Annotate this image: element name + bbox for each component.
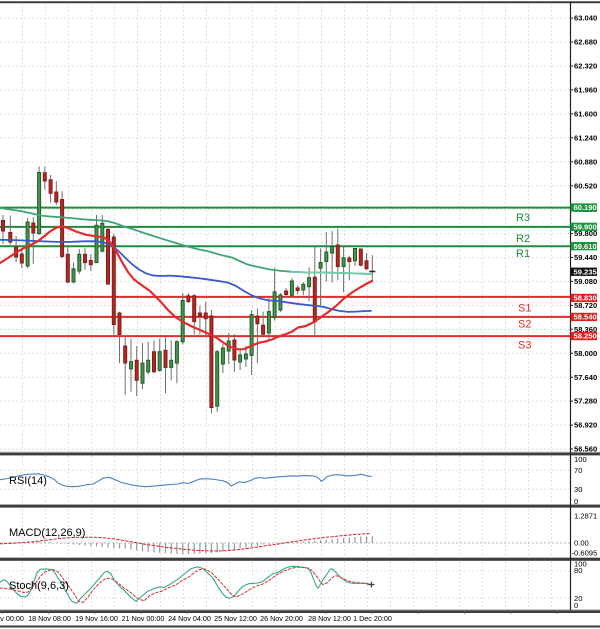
svg-text:100: 100 bbox=[574, 455, 587, 464]
svg-text:1 Dec 20:00: 1 Dec 20:00 bbox=[353, 614, 392, 623]
svg-text:R1: R1 bbox=[516, 248, 530, 260]
svg-text:59.610: 59.610 bbox=[574, 242, 597, 251]
svg-text:59.235: 59.235 bbox=[574, 267, 598, 276]
svg-text:58.250: 58.250 bbox=[574, 332, 597, 341]
svg-text:59.900: 59.900 bbox=[574, 223, 597, 232]
svg-text:30: 30 bbox=[574, 485, 582, 494]
svg-text:63.040: 63.040 bbox=[574, 14, 597, 23]
svg-text:60.520: 60.520 bbox=[574, 181, 597, 190]
svg-text:20: 20 bbox=[574, 594, 582, 603]
svg-text:61.960: 61.960 bbox=[574, 86, 597, 95]
svg-text:59.440: 59.440 bbox=[574, 253, 597, 262]
svg-text:S3: S3 bbox=[518, 340, 531, 352]
svg-text:56.560: 56.560 bbox=[574, 445, 597, 454]
svg-text:61.600: 61.600 bbox=[574, 110, 597, 119]
svg-text:1.2871: 1.2871 bbox=[574, 512, 597, 521]
svg-text:56.920: 56.920 bbox=[574, 421, 597, 430]
svg-text:MACD(12,26,9): MACD(12,26,9) bbox=[9, 527, 85, 539]
svg-text:18 Nov 08:00: 18 Nov 08:00 bbox=[28, 614, 71, 623]
svg-text:62.320: 62.320 bbox=[574, 62, 597, 71]
svg-text:60.190: 60.190 bbox=[574, 203, 597, 212]
svg-text:0.00: 0.00 bbox=[574, 539, 589, 548]
svg-text:0: 0 bbox=[574, 601, 578, 610]
svg-text:26 Nov 20:00: 26 Nov 20:00 bbox=[260, 614, 303, 623]
svg-text:62.680: 62.680 bbox=[574, 38, 597, 47]
svg-text:58.360: 58.360 bbox=[574, 325, 597, 334]
svg-text:60.880: 60.880 bbox=[574, 157, 597, 166]
svg-text:58.540: 58.540 bbox=[574, 313, 597, 322]
svg-text:21 Nov 00:00: 21 Nov 00:00 bbox=[122, 614, 165, 623]
svg-text:57.280: 57.280 bbox=[574, 397, 597, 406]
svg-text:80: 80 bbox=[574, 566, 582, 575]
svg-text:S2: S2 bbox=[518, 318, 531, 330]
svg-text:61.240: 61.240 bbox=[574, 133, 597, 142]
svg-text:70: 70 bbox=[574, 466, 582, 475]
svg-text:59.080: 59.080 bbox=[574, 277, 597, 286]
svg-text:28 Nov 12:00: 28 Nov 12:00 bbox=[308, 614, 351, 623]
svg-text:57.640: 57.640 bbox=[574, 373, 597, 382]
svg-text:RSI(14): RSI(14) bbox=[9, 475, 47, 487]
svg-text:-0.6095: -0.6095 bbox=[572, 549, 598, 558]
svg-text:24 Nov 04:00: 24 Nov 04:00 bbox=[168, 614, 211, 623]
svg-text:19 Nov 16:00: 19 Nov 16:00 bbox=[75, 614, 118, 623]
svg-text:100: 100 bbox=[574, 560, 587, 569]
svg-text:25 Nov 12:00: 25 Nov 12:00 bbox=[214, 614, 257, 623]
svg-text:58.000: 58.000 bbox=[574, 349, 597, 358]
svg-text:59.800: 59.800 bbox=[574, 229, 597, 238]
svg-text:R3: R3 bbox=[516, 212, 530, 224]
svg-text:R2: R2 bbox=[516, 233, 530, 245]
svg-text:Stoch(9,6,3): Stoch(9,6,3) bbox=[9, 580, 69, 592]
svg-text:17 Nov 00:00: 17 Nov 00:00 bbox=[0, 614, 24, 623]
svg-text:58.720: 58.720 bbox=[574, 301, 597, 310]
svg-text:58.830: 58.830 bbox=[574, 294, 597, 303]
svg-text:0: 0 bbox=[574, 497, 578, 506]
svg-text:S1: S1 bbox=[518, 303, 531, 315]
